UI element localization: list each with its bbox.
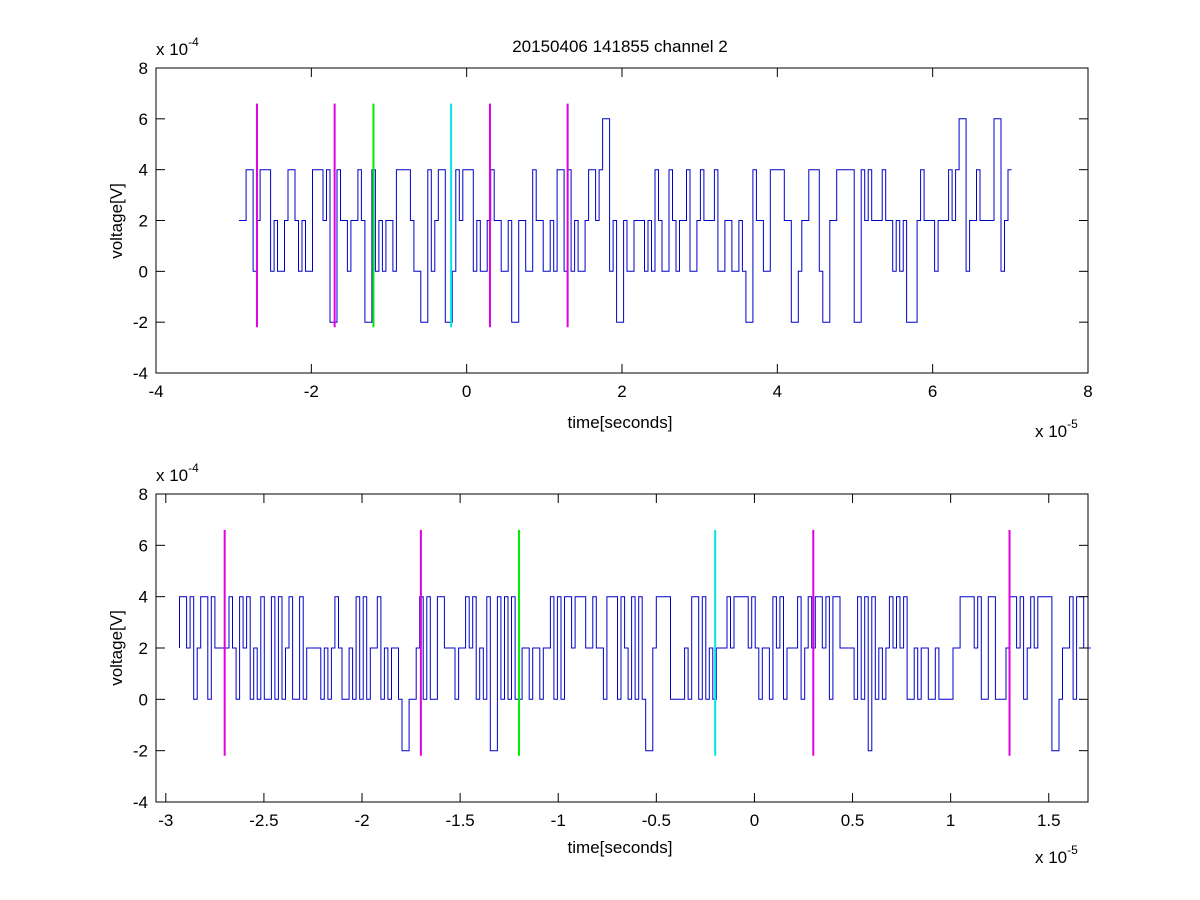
- bottom-y-tick-label: 6: [139, 536, 148, 555]
- bottom-plot-frame: [155, 493, 1089, 803]
- bottom-x-tick-label: 0.5: [841, 811, 865, 830]
- top-x-tick-label: 0: [462, 382, 471, 401]
- bottom-y-tick-label: 0: [139, 690, 148, 709]
- top-y-exponent-power: -4: [188, 35, 199, 49]
- top-y-tick-label: 0: [139, 262, 148, 281]
- bottom-x-exponent-power: -5: [1067, 843, 1078, 857]
- top-x-tick-label: 4: [773, 382, 782, 401]
- bottom-y-tick-label: 8: [139, 485, 148, 504]
- top-y-tick-label: 6: [139, 110, 148, 129]
- bottom-y-exponent-power: -4: [188, 461, 199, 475]
- top-signal-trace: [239, 118, 1012, 323]
- bottom-x-tick-label: 1: [946, 811, 955, 830]
- top-x-exponent-base: x 10: [1035, 422, 1067, 441]
- top-x-tick-label: 6: [928, 382, 937, 401]
- bottom-axes: -3 -2.5 -2 -1.5 -1 -0.5 0 0.5 1 1.5 -4 -2 0 2 4 6 8 time…: [107, 461, 1091, 867]
- bottom-y-exponent-base: x 10: [156, 466, 188, 485]
- bottom-signal-trace: [179, 596, 1091, 752]
- top-x-exponent-power: -5: [1067, 417, 1078, 431]
- top-x-tick-label: -4: [148, 382, 163, 401]
- top-x-tick-label: 8: [1083, 382, 1092, 401]
- top-y-axis-label: voltage[V]: [107, 183, 126, 259]
- top-x-tick-label: -2: [304, 382, 319, 401]
- bottom-y-tick-label: -4: [133, 793, 148, 812]
- bottom-x-tick-label: -1: [551, 811, 566, 830]
- chart-title: 20150406 141855 channel 2: [512, 37, 728, 56]
- top-y-exponent: x 10-4: [156, 35, 199, 59]
- top-y-tick-label: 8: [139, 59, 148, 78]
- bottom-series-signal: [179, 596, 1091, 752]
- top-y-tick-label: -2: [133, 313, 148, 332]
- bottom-y-tick-label: 2: [139, 639, 148, 658]
- bottom-y-tick-label: -2: [133, 742, 148, 761]
- bottom-x-tick-label: -1.5: [445, 811, 474, 830]
- top-y-tick-label: 4: [139, 161, 148, 180]
- bottom-x-tick-label: -2.5: [249, 811, 278, 830]
- bottom-y-axis-label: voltage[V]: [107, 610, 126, 686]
- bottom-x-axis-label: time[seconds]: [568, 838, 673, 857]
- bottom-x-exponent-base: x 10: [1035, 848, 1067, 867]
- top-x-axis-label: time[seconds]: [568, 413, 673, 432]
- bottom-x-exponent: x 10-5: [1035, 843, 1078, 867]
- bottom-x-tick-label: -0.5: [642, 811, 671, 830]
- bottom-x-tick-label: 0: [750, 811, 759, 830]
- bottom-x-tick-label: -2: [354, 811, 369, 830]
- top-y-exponent-base: x 10: [156, 40, 188, 59]
- bottom-x-tick-label: 1.5: [1037, 811, 1061, 830]
- bottom-y-tick-label: 4: [139, 588, 148, 607]
- top-y-tick-label: 2: [139, 212, 148, 231]
- bottom-y-exponent: x 10-4: [156, 461, 199, 485]
- bottom-x-tick-label: -3: [158, 811, 173, 830]
- top-y-tick-label: -4: [133, 364, 148, 383]
- top-x-tick-label: 2: [617, 382, 626, 401]
- top-axes: -4 -2 0 2 4 6 8 -4 -2 0 2 4 6 8 time[seconds] voltage…: [107, 35, 1093, 441]
- top-x-exponent: x 10-5: [1035, 417, 1078, 441]
- top-series-signal: [239, 118, 1012, 323]
